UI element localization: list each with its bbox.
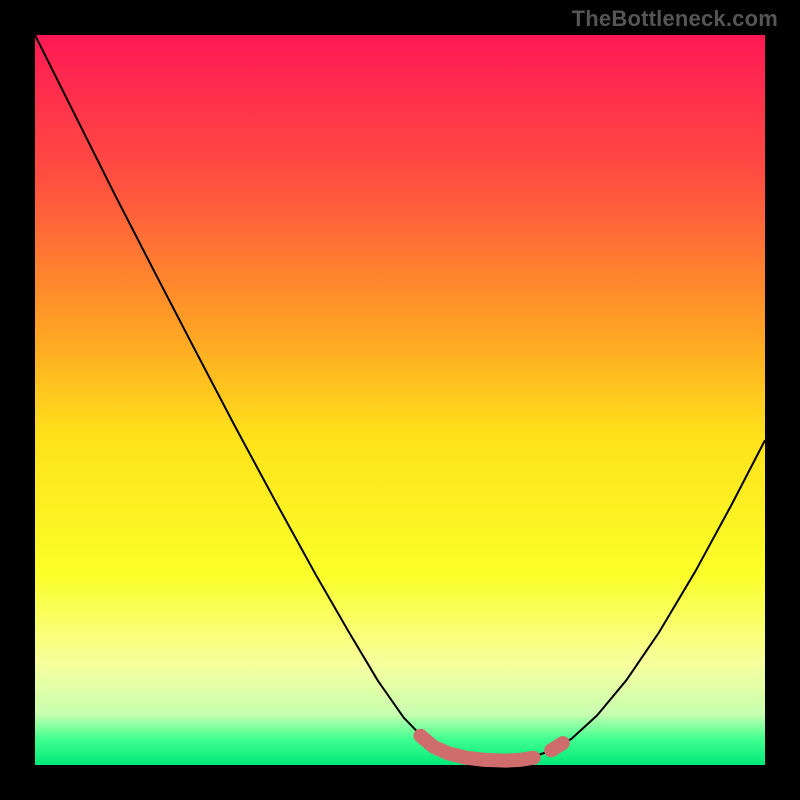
optimal-range-overlay-1 (551, 743, 563, 750)
chart-frame: TheBottleneck.com (0, 0, 800, 800)
heatmap-background (35, 35, 765, 765)
bottleneck-chart (0, 0, 800, 800)
